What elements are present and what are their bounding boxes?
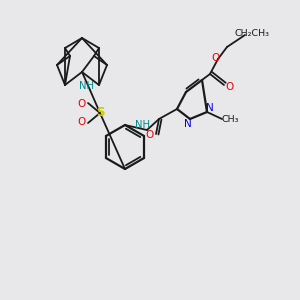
Text: O: O [212,53,220,63]
Text: O: O [78,117,86,127]
Text: CH₂CH₃: CH₂CH₃ [235,29,269,38]
Text: S: S [96,106,104,119]
Text: NH: NH [80,81,94,91]
Text: N: N [206,103,214,113]
Text: N: N [184,119,192,129]
Text: O: O [225,82,233,92]
Text: NH: NH [134,120,149,130]
Text: CH₃: CH₃ [221,115,239,124]
Text: O: O [78,99,86,109]
Text: O: O [146,130,154,140]
